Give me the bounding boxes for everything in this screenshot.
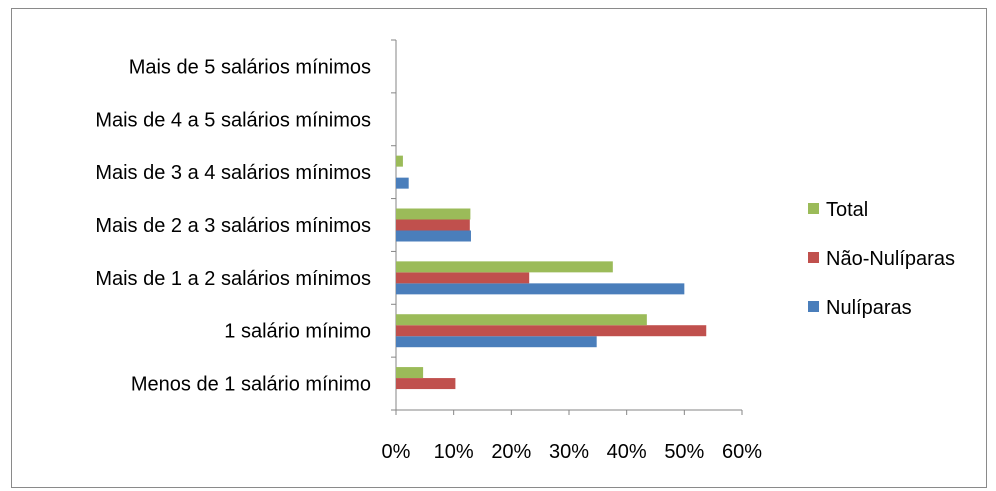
bar: [396, 261, 613, 273]
category-label: 1 salário mínimo: [224, 321, 371, 343]
category-label: Mais de 1 a 2 salários mínimos: [95, 268, 371, 290]
bar: [396, 177, 409, 189]
bar: [396, 219, 470, 231]
legend-label: Não-Nulíparas: [826, 248, 955, 270]
chart-legend: Total Não-Nulíparas Nulíparas: [808, 199, 955, 319]
x-tick-label: 0%: [382, 441, 411, 463]
x-tick-label: 20%: [491, 441, 531, 463]
x-tick-label: 10%: [434, 441, 474, 463]
bar: [396, 367, 424, 379]
x-tick-label: 50%: [664, 441, 704, 463]
bar: [396, 378, 456, 390]
category-label: Mais de 3 a 4 salários mínimos: [95, 162, 371, 184]
bar: [396, 283, 685, 295]
legend-swatch: [808, 301, 819, 312]
bar: [396, 230, 471, 242]
x-tick-label: 30%: [549, 441, 589, 463]
bar: [396, 325, 707, 337]
chart-bars: [396, 155, 707, 390]
x-tick-label: 40%: [607, 441, 647, 463]
category-label: Menos de 1 salário mínimo: [131, 374, 371, 396]
category-label: Mais de 5 salários mínimos: [129, 56, 371, 78]
category-label: Mais de 2 a 3 salários mínimos: [95, 215, 371, 237]
x-tick-label: 60%: [722, 441, 762, 463]
legend-swatch: [808, 203, 819, 214]
x-tick-labels: 0% 10% 20% 30% 40% 50% 60%: [382, 441, 763, 463]
category-label: Mais de 4 a 5 salários mínimos: [95, 109, 371, 131]
legend-label: Nulíparas: [826, 297, 912, 319]
category-labels: Menos de 1 salário mínimo 1 salário mínim…: [95, 56, 371, 395]
bar: [396, 314, 647, 326]
bar: [396, 336, 597, 348]
bar: [396, 155, 403, 167]
bar: [396, 272, 530, 284]
legend-swatch: [808, 252, 819, 263]
legend-label: Total: [826, 199, 868, 221]
bar: [396, 208, 471, 220]
chart-frame: [11, 8, 987, 488]
